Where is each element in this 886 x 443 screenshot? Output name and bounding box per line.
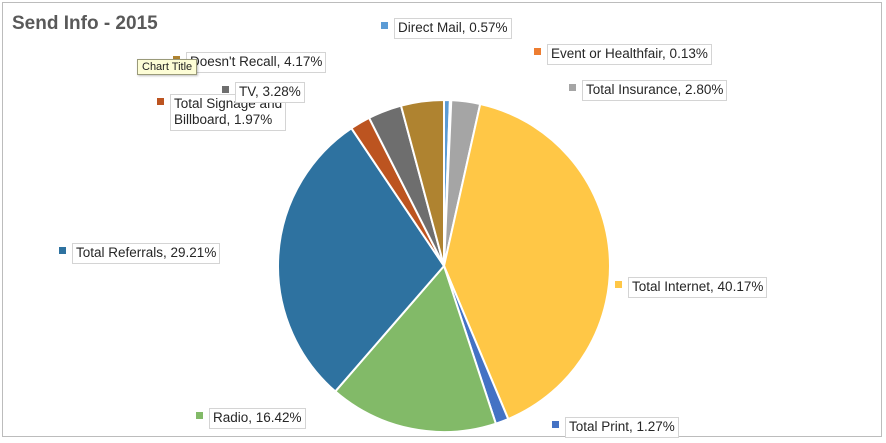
legend-swatch — [59, 247, 66, 254]
label-text: Total Internet, 40.17% — [628, 277, 768, 298]
data-label-direct-mail[interactable]: Direct Mail, 0.57% — [381, 18, 512, 39]
data-label-doesnt-recall[interactable]: Doesn't Recall, 4.17% — [173, 52, 327, 73]
data-label-total-insurance[interactable]: Total Insurance, 2.80% — [569, 80, 728, 101]
pie-slice-total-internet[interactable] — [442, 102, 611, 421]
pie-slice-doesn-t-recall[interactable] — [399, 98, 445, 267]
label-text: Event or Healthfair, 0.13% — [547, 44, 712, 65]
data-label-radio[interactable]: Radio, 16.42% — [196, 408, 306, 429]
label-text: Doesn't Recall, 4.17% — [186, 52, 327, 73]
label-text: Radio, 16.42% — [209, 408, 306, 429]
label-text: Direct Mail, 0.57% — [394, 18, 512, 39]
legend-swatch — [569, 84, 576, 91]
label-text: Total Insurance, 2.80% — [582, 80, 728, 101]
legend-swatch — [552, 421, 559, 428]
label-text: TV, 3.28% — [235, 82, 305, 103]
chart-title[interactable]: Send Info - 2015 — [12, 13, 158, 34]
chart-title-tooltip: Chart Title — [137, 59, 198, 75]
legend-swatch — [157, 98, 164, 105]
legend-swatch — [222, 86, 229, 93]
label-text: Total Referrals, 29.21% — [72, 243, 221, 264]
label-text: Total Print, 1.27% — [565, 417, 679, 438]
data-label-total-referrals[interactable]: Total Referrals, 29.21% — [59, 243, 221, 264]
pie-chart[interactable] — [3, 3, 883, 438]
chart-area[interactable]: Send Info - 2015 Direct Mail, 0.57% Even… — [2, 2, 883, 438]
pie-slice-radio[interactable] — [333, 264, 498, 434]
data-label-total-print[interactable]: Total Print, 1.27% — [552, 417, 679, 438]
legend-swatch — [615, 281, 622, 288]
legend-swatch — [196, 412, 203, 419]
data-label-event-or-healthfair[interactable]: Event or Healthfair, 0.13% — [534, 44, 712, 65]
pie-slice-total-referrals[interactable] — [277, 126, 446, 393]
data-label-total-internet[interactable]: Total Internet, 40.17% — [615, 277, 768, 298]
data-label-tv[interactable]: TV, 3.28% — [222, 82, 305, 103]
legend-swatch — [381, 22, 388, 29]
legend-swatch — [534, 48, 541, 55]
